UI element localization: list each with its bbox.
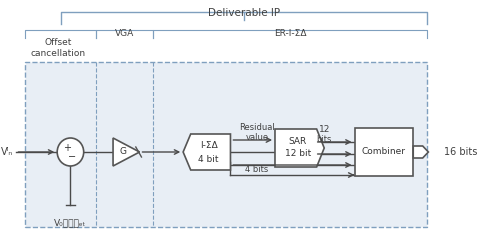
Text: +: + [63,143,71,153]
Text: 12 bit: 12 bit [285,150,311,158]
Bar [355,128,413,176]
Polygon shape [413,146,428,158]
Text: value: value [245,133,268,143]
Text: −: − [68,152,76,162]
Circle shape [57,138,84,166]
Text: G: G [120,148,127,156]
Text: 16 bits: 16 bits [444,147,477,157]
Text: ER-I-ΣΔ: ER-I-ΣΔ [274,29,306,38]
Text: 12: 12 [319,125,330,134]
Text: V₀⁦⁦⁳ₑₜ: V₀⁦⁦⁳ₑₜ [54,218,86,227]
Polygon shape [275,129,324,167]
Polygon shape [183,134,230,170]
Text: I-ΣΔ: I-ΣΔ [200,142,217,151]
Text: bits: bits [316,135,332,145]
Text: Offset
cancellation: Offset cancellation [31,38,86,58]
Text: Deliverable IP: Deliverable IP [208,8,280,18]
Text: Residual: Residual [239,124,275,132]
Text: VGA: VGA [115,29,134,38]
Bar [25,62,427,227]
Text: Vᴵₙ: Vᴵₙ [1,147,13,157]
Text: SAR: SAR [288,136,307,146]
Text: Combiner: Combiner [362,148,406,156]
Text: 4 bit: 4 bit [198,155,219,163]
Text: 4 bits: 4 bits [245,165,269,175]
Polygon shape [113,138,140,166]
